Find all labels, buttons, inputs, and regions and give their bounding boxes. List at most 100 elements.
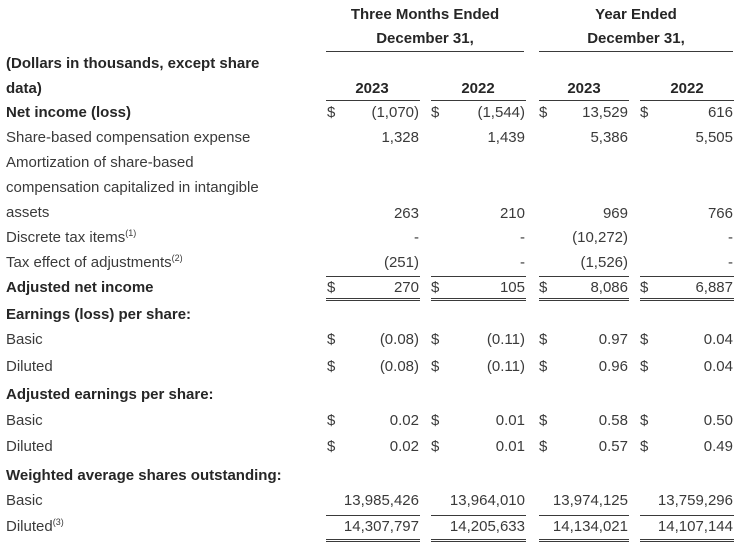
row-value: 0.96 — [598, 358, 628, 375]
final-rule-b-2 — [431, 541, 526, 542]
shares-rule-3 — [539, 515, 629, 516]
currency-symbol: $ — [640, 358, 649, 375]
header-label-line2: data) — [6, 80, 42, 97]
row-value: 0.50 — [703, 412, 733, 429]
currency-symbol: $ — [431, 438, 440, 455]
row-label: compensation capitalized in intangible — [6, 179, 259, 196]
row-label: Net income (loss) — [6, 104, 132, 121]
currency-symbol: $ — [539, 331, 548, 348]
row-value: (251) — [383, 254, 419, 271]
currency-symbol: $ — [327, 331, 336, 348]
row-value: 0.57 — [598, 438, 628, 455]
shares-rule-2 — [431, 515, 526, 516]
row-value: 14,107,144 — [657, 518, 733, 535]
row-label: Basic — [6, 492, 43, 509]
row-value: 6,887 — [695, 279, 733, 296]
final-rule-b-3 — [539, 541, 629, 542]
row-value: 0.49 — [703, 438, 733, 455]
row-value: 210 — [499, 205, 525, 222]
row-value: - — [520, 229, 525, 246]
header-label-line1: (Dollars in thousands, except share — [6, 55, 260, 72]
row-value: (1,070) — [371, 104, 419, 121]
row-value: 766 — [707, 205, 733, 222]
row-value: 13,529 — [582, 104, 628, 121]
row-value: (0.11) — [486, 358, 525, 375]
total-rule-a-2 — [431, 298, 526, 299]
final-rule-a-4 — [640, 539, 734, 540]
row-value: 0.58 — [598, 412, 628, 429]
currency-symbol: $ — [327, 438, 336, 455]
row-value: 0.02 — [389, 412, 419, 429]
row-value: 0.04 — [703, 331, 733, 348]
footnote-marker: (2) — [171, 253, 183, 263]
currency-symbol: $ — [539, 279, 548, 296]
currency-symbol: $ — [640, 104, 649, 121]
row-value: 0.04 — [703, 358, 733, 375]
header-year: 2022 — [461, 80, 495, 97]
year-rule-1 — [326, 100, 420, 101]
row-value: 1,328 — [381, 129, 419, 146]
row-value: (0.11) — [486, 331, 525, 348]
total-rule-b-4 — [640, 300, 734, 301]
total-rule-a-3 — [539, 298, 629, 299]
subtotal-rule-2 — [431, 276, 526, 277]
currency-symbol: $ — [640, 438, 649, 455]
total-rule-b-3 — [539, 300, 629, 301]
row-label: Diluted — [6, 358, 53, 375]
currency-symbol: $ — [431, 279, 440, 296]
row-value: 14,134,021 — [552, 518, 628, 535]
subtotal-rule-3 — [539, 276, 629, 277]
row-label: Diluted — [6, 438, 53, 455]
row-value: 0.97 — [598, 331, 628, 348]
year-rule-3 — [539, 100, 629, 101]
row-label: Basic — [6, 412, 43, 429]
currency-symbol: $ — [539, 438, 548, 455]
currency-symbol: $ — [327, 279, 336, 296]
header-rule-three-months — [326, 51, 524, 52]
row-value: - — [414, 229, 419, 246]
row-value: 0.01 — [495, 438, 525, 455]
row-label: Earnings (loss) per share: — [6, 306, 192, 323]
currency-symbol: $ — [539, 104, 548, 121]
row-value: 13,974,125 — [552, 492, 628, 509]
row-label: Diluted(3) — [6, 517, 64, 536]
header-year: 2022 — [670, 80, 704, 97]
currency-symbol: $ — [431, 331, 440, 348]
row-value: 13,985,426 — [343, 492, 419, 509]
row-value: (0.08) — [379, 331, 419, 348]
total-rule-a-1 — [326, 298, 420, 299]
year-rule-2 — [431, 100, 526, 101]
footnote-marker: (3) — [52, 517, 64, 527]
row-value: (1,526) — [580, 254, 628, 271]
currency-symbol: $ — [640, 279, 649, 296]
row-value: 969 — [602, 205, 628, 222]
header-group-three-months: Three Months Ended — [350, 6, 500, 23]
shares-rule-1 — [326, 515, 420, 516]
row-value: (0.08) — [379, 358, 419, 375]
row-label: Adjusted earnings per share: — [6, 386, 214, 403]
row-label: assets — [6, 204, 50, 221]
row-value: 263 — [393, 205, 419, 222]
row-label: Amortization of share-based — [6, 154, 194, 171]
row-label: Tax effect of adjustments(2) — [6, 253, 183, 272]
row-value: (1,544) — [477, 104, 525, 121]
total-rule-a-4 — [640, 298, 734, 299]
row-label: Basic — [6, 331, 43, 348]
total-rule-b-1 — [326, 300, 420, 301]
row-value: - — [728, 229, 733, 246]
row-value: 270 — [393, 279, 419, 296]
row-value: 5,505 — [695, 129, 733, 146]
row-label: Weighted average shares outstanding: — [6, 467, 282, 484]
row-value: 0.01 — [495, 412, 525, 429]
row-value: 1,439 — [487, 129, 525, 146]
currency-symbol: $ — [539, 358, 548, 375]
currency-symbol: $ — [327, 358, 336, 375]
row-value: 5,386 — [590, 129, 628, 146]
subtotal-rule-4 — [640, 276, 734, 277]
final-rule-a-2 — [431, 539, 526, 540]
header-group-year-ended-date: December 31, — [587, 30, 685, 47]
final-rule-a-3 — [539, 539, 629, 540]
currency-symbol: $ — [431, 358, 440, 375]
currency-symbol: $ — [640, 331, 649, 348]
row-value: 0.02 — [389, 438, 419, 455]
